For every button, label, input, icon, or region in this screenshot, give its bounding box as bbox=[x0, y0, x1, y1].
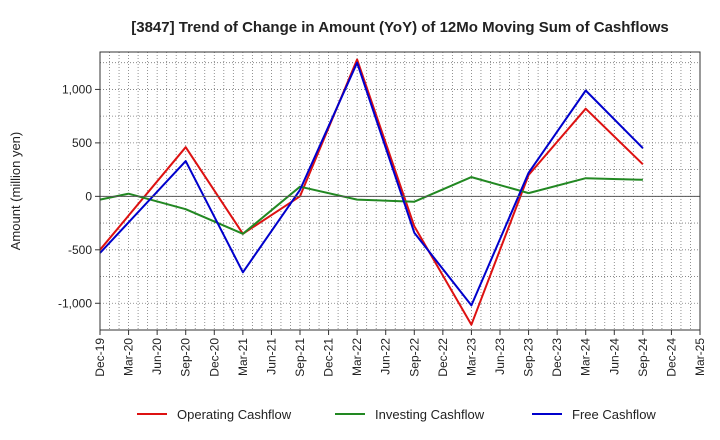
plot-frame bbox=[99, 51, 701, 331]
x-tick-label: Dec-19 bbox=[93, 338, 107, 377]
legend-label: Operating Cashflow bbox=[177, 407, 292, 422]
x-tick-label: Sep-24 bbox=[636, 338, 650, 377]
y-tick-label: 500 bbox=[72, 136, 92, 150]
x-tick-label: Dec-22 bbox=[436, 338, 450, 377]
legend-label: Investing Cashflow bbox=[375, 407, 485, 422]
x-tick-label: Mar-21 bbox=[236, 338, 250, 376]
axes: -1,000 -500 0 500 1,000 Dec-19 Mar-20 Jun-20 Sep… bbox=[58, 51, 707, 377]
x-tick-label: Mar-20 bbox=[122, 338, 136, 376]
y-axis-label: Amount (million yen) bbox=[8, 132, 23, 251]
x-tick-label: Sep-23 bbox=[522, 338, 536, 377]
series-line-investing-cashflow bbox=[99, 176, 643, 235]
x-tick-label: Mar-22 bbox=[350, 338, 364, 376]
x-tick-label: Dec-21 bbox=[322, 338, 336, 377]
x-tick-label: Jun-22 bbox=[379, 338, 393, 375]
y-tick-label: -500 bbox=[68, 243, 92, 257]
x-tick-label: Sep-22 bbox=[407, 338, 421, 377]
x-tick-label: Mar-23 bbox=[464, 338, 478, 376]
x-tick-label: Mar-25 bbox=[693, 338, 707, 376]
x-tick-label: Sep-20 bbox=[179, 338, 193, 377]
x-tick-label: Dec-24 bbox=[664, 338, 678, 377]
y-tick-label: 1,000 bbox=[62, 82, 92, 96]
series-line-free-cashflow bbox=[99, 61, 644, 307]
x-tick-label: Dec-23 bbox=[550, 338, 564, 377]
series-lines bbox=[99, 58, 644, 326]
chart-title: [3847] Trend of Change in Amount (YoY) o… bbox=[131, 19, 669, 36]
y-tick-label: 0 bbox=[85, 189, 92, 203]
x-tick-label: Dec-20 bbox=[207, 338, 221, 377]
y-tick-label: -1,000 bbox=[58, 296, 92, 310]
x-tick-label: Sep-21 bbox=[293, 338, 307, 377]
x-tick-label: Mar-24 bbox=[579, 338, 593, 376]
x-tick-label: Jun-24 bbox=[607, 338, 621, 375]
series-line-operating-cashflow bbox=[99, 58, 644, 326]
x-tick-label: Jun-20 bbox=[150, 338, 164, 375]
x-tick-label: Jun-23 bbox=[493, 338, 507, 375]
legend: Operating Cashflow Investing Cashflow Free… bbox=[137, 407, 656, 422]
legend-label: Free Cashflow bbox=[572, 407, 656, 422]
x-tick-label: Jun-21 bbox=[264, 338, 278, 375]
